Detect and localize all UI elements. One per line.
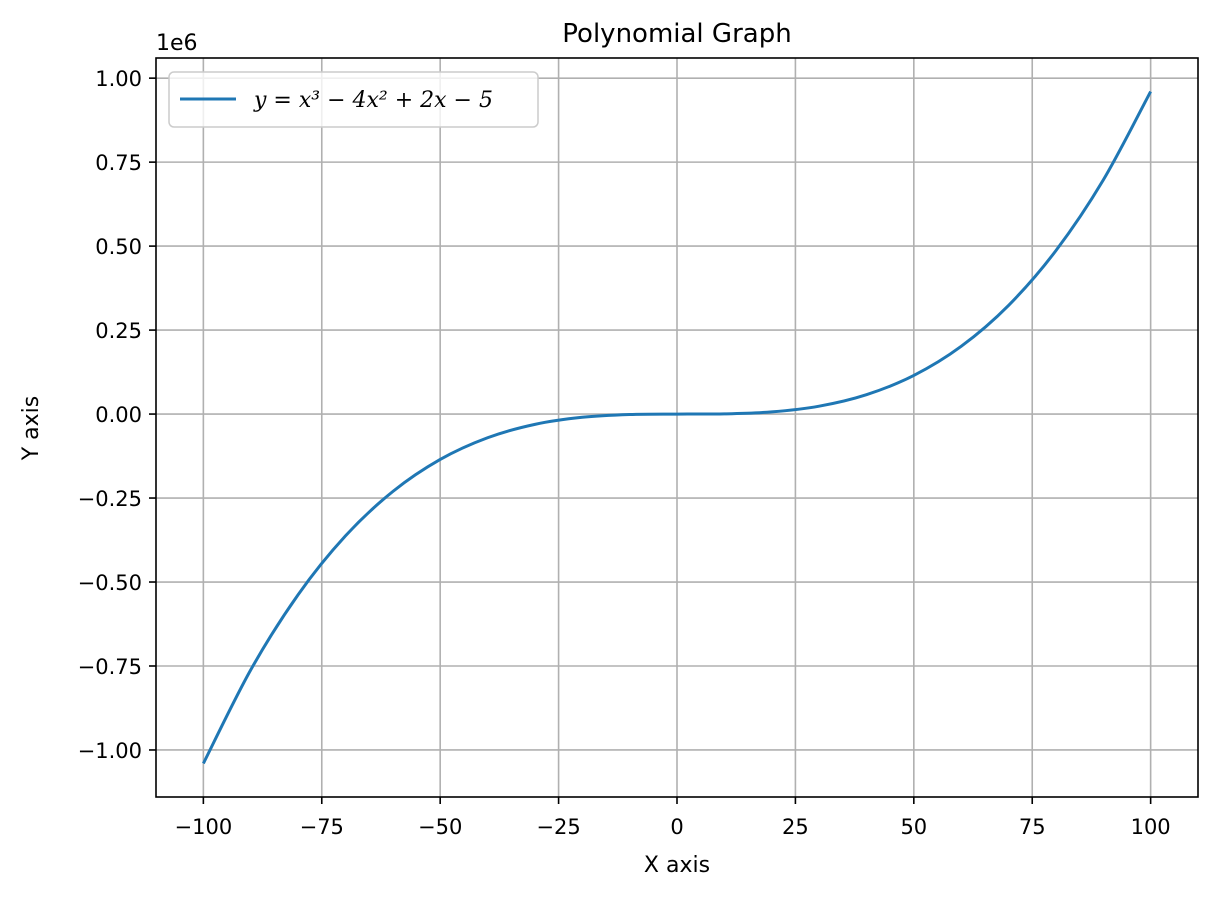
- legend-entry-label: y = x³ − 4x² + 2x − 5: [253, 88, 493, 113]
- x-tick-label: 100: [1131, 815, 1171, 839]
- y-tick-label: 0.50: [95, 235, 142, 259]
- x-tick-label: −50: [418, 815, 462, 839]
- x-axis-title: X axis: [644, 853, 710, 878]
- x-tick-label: 0: [670, 815, 683, 839]
- y-tick-label: 0.00: [95, 403, 142, 427]
- y-tick-label: 1.00: [95, 67, 142, 91]
- y-axis-title: Y axis: [19, 396, 44, 462]
- y-tick-label: −0.50: [78, 571, 142, 595]
- y-tick-label: −1.00: [78, 739, 142, 763]
- y-tick-label: −0.25: [78, 487, 142, 511]
- legend: y = x³ − 4x² + 2x − 5: [168, 71, 539, 128]
- x-tick-label: −100: [175, 815, 233, 839]
- series-layer: [202, 90, 1152, 765]
- x-axis-ticks: −100 −75 −50 −25 0 25 50 75 100: [175, 797, 1171, 839]
- x-tick-label: −25: [536, 815, 580, 839]
- x-tick-label: −75: [300, 815, 344, 839]
- x-tick-label: 50: [900, 815, 927, 839]
- y-axis-ticks: −1.00 −0.75 −0.50 −0.25 0.00 0.25 0.50 0.75 1.00: [78, 67, 156, 763]
- legend-box: [168, 71, 539, 128]
- y-tick-label: −0.75: [78, 655, 142, 679]
- chart-title: Polynomial Graph: [562, 19, 791, 49]
- x-tick-label: 75: [1019, 815, 1046, 839]
- x-tick-label: 25: [782, 815, 809, 839]
- y-tick-label: 0.25: [95, 319, 142, 343]
- series-line: [202, 90, 1152, 765]
- y-tick-label: 0.75: [95, 151, 142, 175]
- y-axis-offset-label: 1e6: [156, 31, 198, 56]
